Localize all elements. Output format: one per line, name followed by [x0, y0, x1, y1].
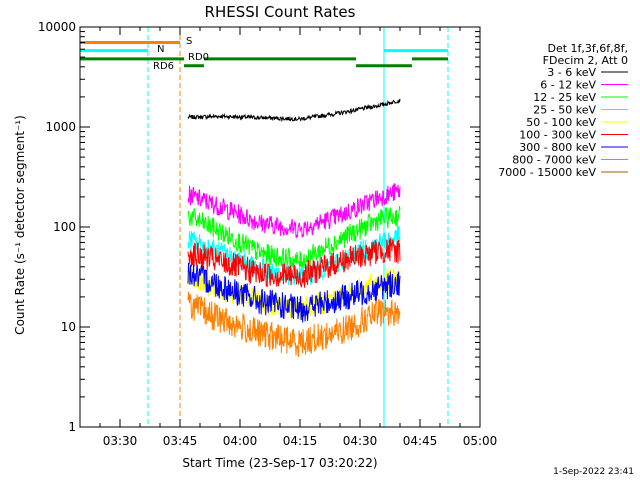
series-line [187, 262, 401, 323]
x-axis-label: Start Time (23-Sep-17 03:20:22) [182, 456, 377, 470]
chart-title: RHESSI Count Rates [205, 3, 356, 21]
legend-entry-label: 800 - 7000 keV [512, 154, 596, 167]
series-line [187, 225, 401, 286]
y-axis-ticks: 1 10 100 1000 10000 [38, 20, 480, 434]
legend-header-line-2: FDecim 2, Att 0 [543, 54, 628, 67]
annotation-rd6: RD6 [153, 61, 174, 72]
series-line [187, 237, 401, 288]
y-tick-label: 10 [61, 320, 76, 334]
x-axis-ticks: 03:30 03:45 04:00 04:15 04:30 04:45 05:00 [79, 27, 498, 448]
footer-timestamp: 1-Sep-2022 23:41 [553, 467, 634, 477]
legend-entry-label: 6 - 12 keV [540, 79, 596, 92]
x-tick-label: 04:15 [283, 434, 318, 448]
annotation-n: N [157, 44, 164, 55]
series-line [187, 183, 401, 239]
legend-entry-label: 50 - 100 keV [526, 116, 596, 129]
series-line [187, 98, 401, 123]
annotation-s: S [186, 36, 192, 47]
x-tick-label: 05:00 [463, 434, 498, 448]
series-line [187, 206, 401, 271]
x-tick-label: 03:30 [103, 434, 138, 448]
segment-annotations: S N RD6 RD0 [153, 36, 209, 72]
x-tick-label: 04:45 [403, 434, 438, 448]
series-lines [187, 98, 401, 357]
x-tick-label: 04:30 [343, 434, 378, 448]
series-line [187, 291, 401, 357]
y-tick-label: 10000 [38, 20, 76, 34]
legend-entry-label: 3 - 6 keV [547, 66, 596, 79]
x-tick-label: 04:00 [223, 434, 258, 448]
legend-entry-label: 7000 - 15000 keV [498, 166, 596, 179]
legend-entry-label: 300 - 800 keV [519, 141, 596, 154]
legend-entry-label: 12 - 25 keV [533, 91, 596, 104]
status-segments [80, 40, 448, 68]
y-tick-label: 100 [53, 220, 76, 234]
y-axis-label: Count Rate (s⁻¹ detector segment⁻¹) [13, 115, 27, 335]
legend: Det 1f,3f,6f,8f, FDecim 2, Att 0 3 - 6 k… [498, 42, 628, 179]
y-tick-label: 1000 [45, 120, 76, 134]
x-tick-label: 03:45 [163, 434, 198, 448]
annotation-rd0: RD0 [188, 52, 209, 63]
legend-entry-label: 100 - 300 keV [519, 129, 596, 142]
legend-entry-label: 25 - 50 keV [533, 104, 596, 117]
legend-header-line-1: Det 1f,3f,6f,8f, [547, 42, 628, 55]
y-tick-label: 1 [68, 420, 76, 434]
